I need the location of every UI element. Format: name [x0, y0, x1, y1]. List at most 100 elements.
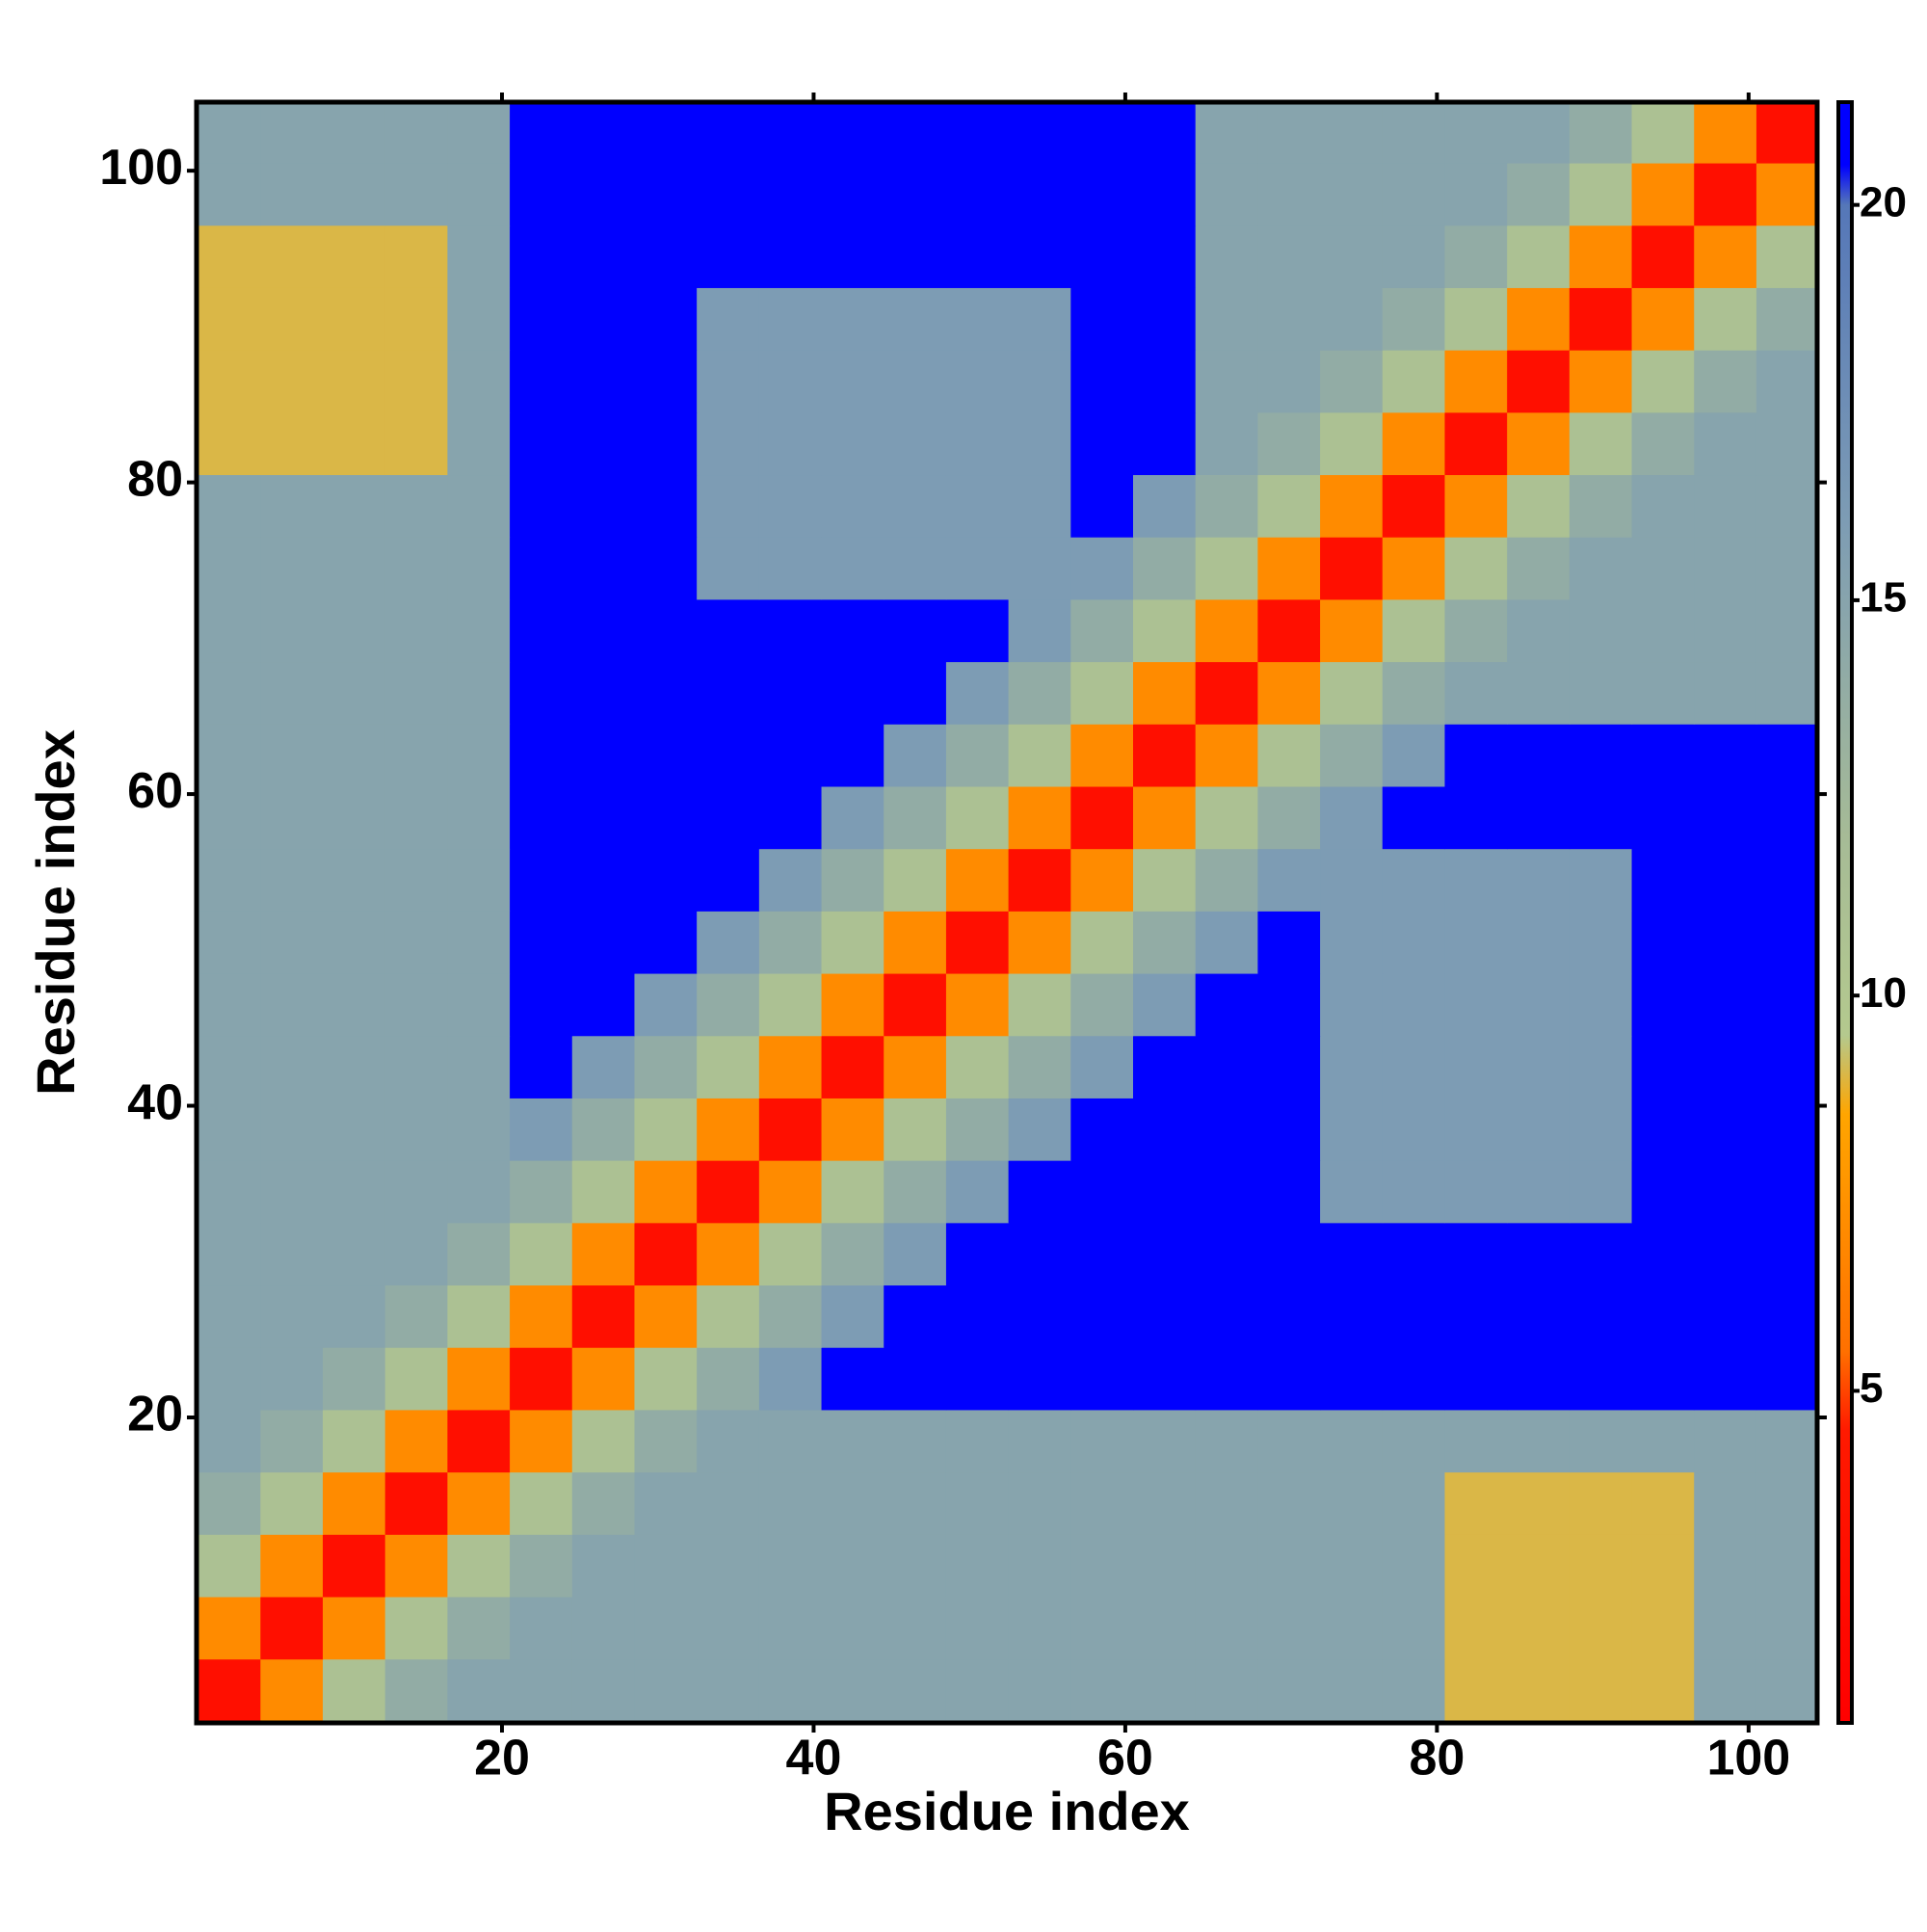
- heatmap-cell: [198, 1035, 261, 1098]
- heatmap-cell: [697, 1471, 760, 1535]
- heatmap-cell: [1631, 1284, 1695, 1348]
- heatmap-cell: [198, 1347, 261, 1411]
- heatmap-cell: [1257, 163, 1321, 226]
- heatmap-cell: [323, 287, 386, 351]
- heatmap-cell: [884, 1098, 947, 1161]
- heatmap-cell: [1195, 163, 1258, 226]
- heatmap-cell: [1694, 1658, 1757, 1722]
- heatmap-cell: [1195, 598, 1258, 663]
- heatmap-cell: [1320, 474, 1384, 538]
- heatmap-cell: [697, 1658, 760, 1722]
- heatmap-cell: [634, 1409, 698, 1473]
- heatmap-cell: [634, 225, 698, 288]
- heatmap-cell: [1320, 973, 1384, 1037]
- heatmap-cell: [1755, 1284, 1820, 1348]
- heatmap-cell: [384, 598, 448, 663]
- heatmap-cell: [1444, 1409, 1508, 1473]
- heatmap-cell: [1070, 1347, 1134, 1411]
- heatmap-cell: [1507, 1534, 1571, 1598]
- heatmap-cell: [1257, 287, 1321, 351]
- heatmap-cell: [1694, 911, 1757, 974]
- heatmap-cell: [884, 287, 947, 351]
- heatmap-cell: [1382, 1035, 1445, 1098]
- heatmap-cell: [1008, 598, 1071, 663]
- heatmap-cell: [945, 1596, 1010, 1660]
- heatmap-cell: [260, 661, 324, 725]
- heatmap-cell: [945, 163, 1010, 226]
- heatmap-cell: [1569, 474, 1633, 538]
- heatmap-cell: [1444, 1658, 1508, 1722]
- heatmap-cell: [1444, 287, 1508, 351]
- heatmap-cell: [198, 1471, 261, 1535]
- heatmap-cell: [758, 1596, 823, 1660]
- heatmap-cell: [260, 1596, 324, 1660]
- heatmap-cell: [634, 973, 698, 1037]
- heatmap-cell: [821, 411, 884, 476]
- heatmap-cell: [1257, 848, 1321, 912]
- heatmap-cell: [1320, 100, 1384, 164]
- heatmap-cell: [1008, 911, 1071, 974]
- heatmap-cell: [384, 911, 448, 974]
- heatmap-cell: [1133, 537, 1197, 600]
- heatmap-cell: [884, 411, 947, 476]
- heatmap-cell: [1444, 1596, 1508, 1660]
- heatmap-cell: [1444, 1098, 1508, 1161]
- heatmap-cell: [758, 1222, 823, 1286]
- heatmap-cell: [1070, 287, 1134, 351]
- colorbar-tick-label: 10: [1860, 969, 1907, 1017]
- heatmap-cell: [447, 973, 511, 1037]
- heatmap-cell: [634, 1596, 698, 1660]
- heatmap-cell: [1382, 411, 1445, 476]
- heatmap-cell: [260, 973, 324, 1037]
- heatmap-cell: [1507, 537, 1571, 600]
- heatmap-cell: [1755, 724, 1820, 787]
- heatmap-cell: [1195, 1471, 1258, 1535]
- heatmap-cell: [1569, 350, 1633, 413]
- heatmap-cell: [1755, 474, 1820, 538]
- heatmap-cell: [634, 848, 698, 912]
- heatmap-cell: [260, 1534, 324, 1598]
- heatmap-cell: [384, 474, 448, 538]
- heatmap-cell: [1755, 411, 1820, 476]
- heatmap-cell: [1070, 1160, 1134, 1224]
- heatmap-cell: [1631, 1160, 1695, 1224]
- heatmap-cell: [447, 1347, 511, 1411]
- heatmap-cell: [1133, 1222, 1197, 1286]
- heatmap-cell: [884, 1284, 947, 1348]
- heatmap-cell: [1755, 1409, 1820, 1473]
- heatmap-cell: [1008, 1160, 1071, 1224]
- heatmap-cell: [1070, 848, 1134, 912]
- heatmap-cell: [1507, 911, 1571, 974]
- heatmap-cell: [945, 474, 1010, 538]
- heatmap-cell: [260, 100, 324, 164]
- heatmap-cell: [945, 1284, 1010, 1348]
- heatmap-cell: [323, 973, 386, 1037]
- heatmap-cell: [1569, 1347, 1633, 1411]
- heatmap-cell: [384, 785, 448, 850]
- heatmap-cell: [1195, 100, 1258, 164]
- heatmap-cell: [1320, 1471, 1384, 1535]
- heatmap-cell: [510, 287, 573, 351]
- heatmap-cell: [821, 287, 884, 351]
- heatmap-cell: [1070, 1409, 1134, 1473]
- heatmap-cell: [758, 537, 823, 600]
- heatmap-cell: [1694, 411, 1757, 476]
- heatmap-cell: [198, 1098, 261, 1161]
- heatmap-cell: [260, 1471, 324, 1535]
- heatmap-cell: [1444, 1347, 1508, 1411]
- heatmap-cell: [821, 1284, 884, 1348]
- heatmap-cell: [634, 1222, 698, 1286]
- heatmap-cell: [697, 411, 760, 476]
- heatmap-cell: [1444, 1284, 1508, 1348]
- heatmap-cell: [1694, 1284, 1757, 1348]
- heatmap-cell: [1195, 1534, 1258, 1598]
- heatmap-cell: [1694, 1534, 1757, 1598]
- x-tick-label: 20: [474, 1731, 530, 1786]
- heatmap-cell: [1133, 1658, 1197, 1722]
- heatmap-cell: [634, 1658, 698, 1722]
- heatmap-cell: [198, 848, 261, 912]
- y-axis-title: Residue index: [25, 729, 86, 1096]
- heatmap-cell: [945, 1035, 1010, 1098]
- heatmap-cell: [884, 848, 947, 912]
